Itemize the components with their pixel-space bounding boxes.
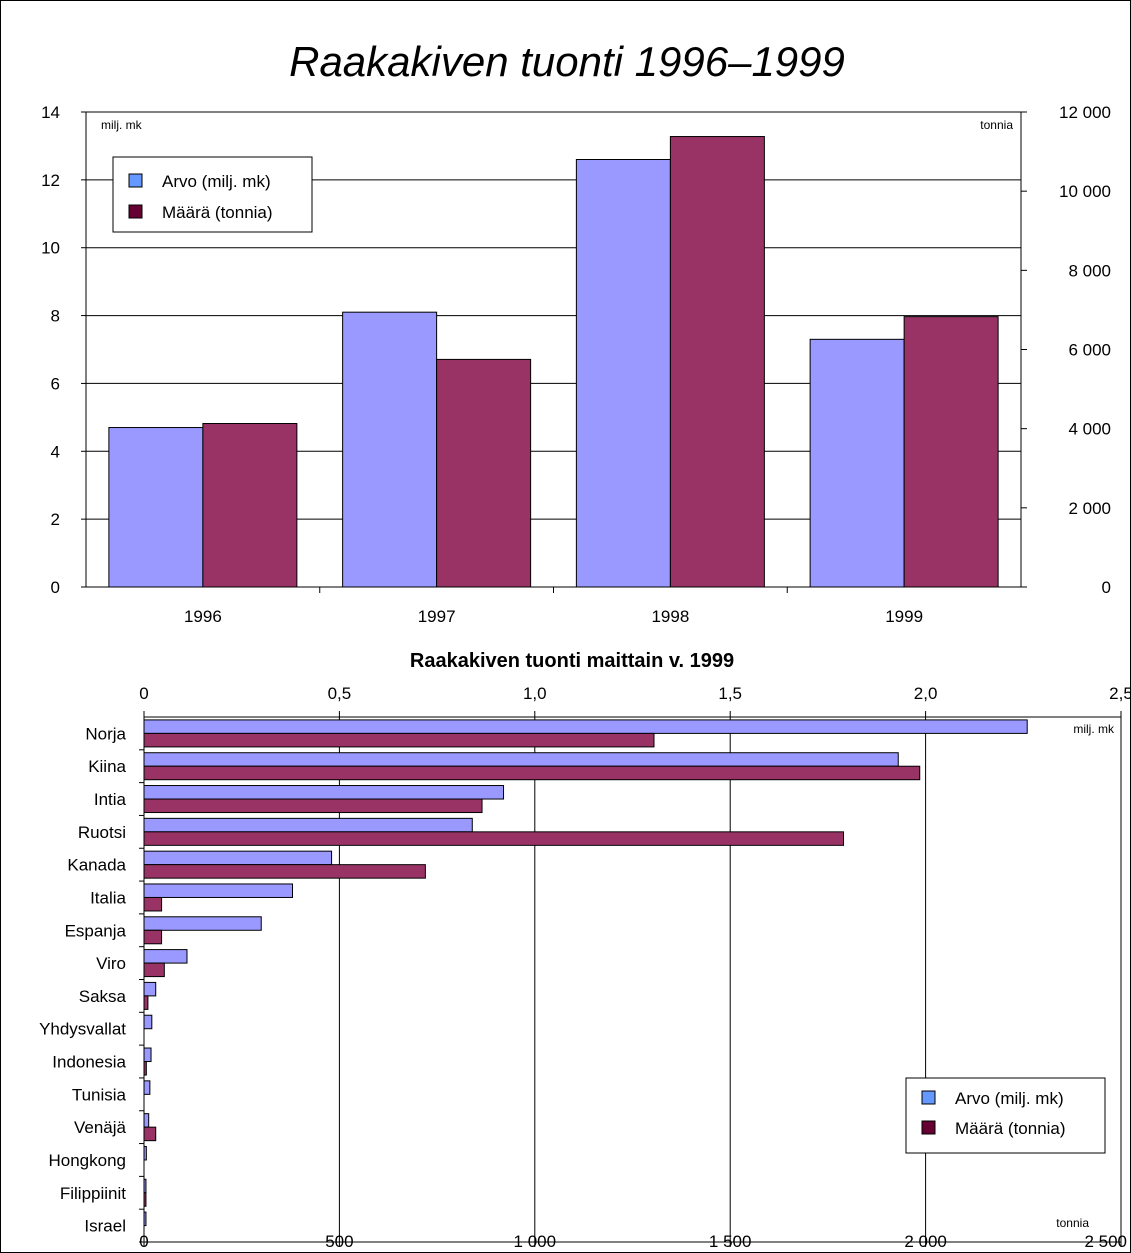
top-right-tick-label: 8 000	[1068, 261, 1111, 280]
top-left-tick-label: 0	[51, 578, 60, 597]
bottom-category-label: Venäjä	[74, 1118, 127, 1137]
bottom-bottom-tick-label: 2 000	[904, 1232, 947, 1251]
bottom-bar-value	[143, 752, 899, 767]
bottom-category-label: Hongkong	[48, 1151, 126, 1170]
top-right-tick-label: 6 000	[1068, 341, 1111, 360]
bottom-category-label: Ruotsi	[78, 823, 126, 842]
top-left-tick-label: 10	[41, 239, 60, 258]
bottom-bar-amount	[143, 831, 845, 846]
bottom-top-tick-label: 0,5	[328, 684, 352, 703]
bottom-category-label: Espanja	[65, 921, 127, 940]
top-category-label: 1996	[184, 607, 222, 626]
top-left-tick-label: 14	[41, 103, 60, 122]
bottom-chart-title: Raakakiven tuonti maittain v. 1999	[410, 650, 734, 672]
top-bar-amount	[202, 423, 298, 588]
top-right-tick-label: 2 000	[1068, 499, 1111, 518]
bottom-bar-value	[143, 1113, 150, 1128]
bottom-bar-value	[143, 1014, 153, 1030]
bottom-legend-value-label: Arvo (milj. mk)	[955, 1089, 1064, 1108]
bottom-bottom-tick-label: 1 000	[514, 1232, 557, 1251]
top-right-tick-label: 12 000	[1059, 103, 1111, 122]
bottom-legend-box	[905, 1077, 1106, 1154]
bottom-top-axis-unit: milj. mk	[1073, 722, 1115, 736]
top-bar-amount	[669, 136, 765, 588]
top-legend-value-label: Arvo (milj. mk)	[162, 172, 271, 191]
bottom-bar-amount	[143, 732, 655, 748]
top-bar-value	[575, 159, 671, 588]
bottom-bar-amount	[143, 962, 165, 978]
bottom-legend-amount-label: Määrä (tonnia)	[955, 1119, 1066, 1138]
bottom-category-label: Filippiinit	[60, 1184, 126, 1203]
bottom-chart: Raakakiven tuonti maittain v. 1999 0 0,5 1…	[39, 650, 1131, 1251]
bottom-category-label: Tunisia	[72, 1085, 127, 1104]
top-bar-value	[108, 427, 204, 588]
bottom-bar-value	[143, 719, 1028, 734]
bottom-top-tick-label: 1,0	[523, 684, 547, 703]
main-title: Raakakiven tuonti 1996–1999	[289, 38, 845, 85]
top-bar-value	[809, 338, 905, 588]
bottom-bottom-tick-label: 2 500	[1084, 1232, 1127, 1251]
bottom-bar-value	[143, 883, 294, 898]
top-right-tick-label: 4 000	[1068, 420, 1111, 439]
top-right-tick-label: 0	[1102, 578, 1111, 597]
bottom-bar-amount	[143, 995, 149, 1010]
bottom-bar-value	[143, 850, 333, 866]
top-category-label: 1998	[651, 607, 689, 626]
top-left-tick-label: 4	[51, 442, 60, 461]
bottom-bar-value	[143, 949, 188, 964]
bottom-category-label: Indonesia	[52, 1053, 126, 1072]
top-left-tick-label: 12	[41, 171, 60, 190]
top-legend-box	[112, 156, 313, 233]
top-legend-amount-label: Määrä (tonnia)	[162, 203, 273, 222]
bottom-category-label: Yhdysvallat	[39, 1020, 126, 1039]
top-legend-amount-swatch	[128, 204, 143, 219]
top-chart: 0 2 4 6 8 10 12 14 0 2 000 4 000 6 000 8 000 10 000 1…	[41, 103, 1111, 626]
bottom-bar-value	[143, 1080, 151, 1095]
bottom-category-label: Saksa	[79, 987, 127, 1006]
top-left-tick-label: 8	[51, 307, 60, 326]
bottom-bar-amount	[143, 864, 426, 879]
top-left-axis-unit: milj. mk	[101, 118, 143, 132]
bottom-bar-value	[143, 981, 157, 997]
bottom-top-tick-label: 2,5	[1109, 684, 1131, 703]
bottom-bar-value	[143, 817, 473, 833]
top-legend: Arvo (milj. mk) Määrä (tonnia)	[112, 156, 313, 233]
bottom-bar-amount	[143, 765, 921, 781]
bottom-bar-amount	[143, 798, 483, 814]
bottom-bottom-tick-label: 1 500	[709, 1232, 752, 1251]
bottom-top-tick-label: 2,0	[914, 684, 938, 703]
bottom-category-label: Kanada	[67, 856, 126, 875]
bottom-category-label: Viro	[96, 954, 126, 973]
bottom-bar-value	[143, 1047, 152, 1063]
top-category-label: 1997	[418, 607, 456, 626]
bottom-category-label: Kiina	[88, 757, 126, 776]
bottom-bar-amount	[143, 929, 163, 945]
bottom-category-label: Intia	[94, 790, 127, 809]
bottom-legend: Arvo (milj. mk) Määrä (tonnia)	[905, 1077, 1106, 1154]
top-bar-amount	[903, 316, 999, 588]
bottom-bar-value	[143, 916, 262, 931]
bottom-bar-value	[143, 785, 505, 800]
top-right-axis-unit: tonnia	[980, 118, 1013, 132]
top-left-tick-label: 2	[51, 510, 60, 529]
top-category-label: 1999	[885, 607, 923, 626]
top-legend-value-swatch	[128, 173, 143, 188]
top-bar-value	[342, 311, 438, 588]
bottom-top-tick-label: 0	[139, 684, 148, 703]
top-left-tick-label: 6	[51, 374, 60, 393]
top-right-tick-label: 10 000	[1059, 182, 1111, 201]
bottom-top-tick-label: 1,5	[718, 684, 742, 703]
bottom-bar-amount	[143, 896, 163, 912]
bottom-category-label: Italia	[90, 888, 126, 907]
bottom-bottom-tick-label: 500	[325, 1232, 353, 1251]
bottom-category-label: Norja	[85, 724, 126, 743]
top-bar-amount	[436, 358, 532, 588]
bottom-legend-amount-swatch	[921, 1120, 936, 1135]
bottom-bottom-axis-unit: tonnia	[1056, 1216, 1089, 1230]
bottom-category-label: Israel	[84, 1217, 126, 1236]
bottom-legend-value-swatch	[921, 1090, 936, 1105]
bottom-bar-amount	[143, 1126, 157, 1142]
